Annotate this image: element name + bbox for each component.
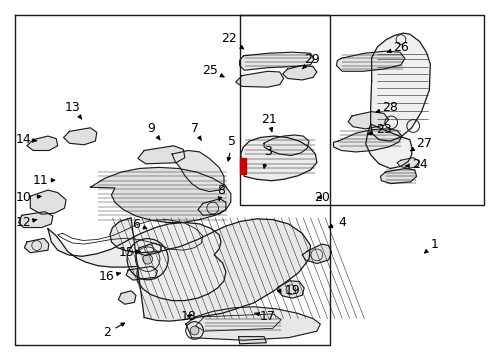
Text: 11: 11: [32, 174, 55, 187]
Polygon shape: [302, 244, 331, 264]
Text: 21: 21: [261, 113, 276, 132]
Text: 29: 29: [302, 53, 319, 69]
Text: 12: 12: [16, 216, 37, 229]
Polygon shape: [396, 158, 419, 168]
Polygon shape: [137, 243, 161, 256]
Polygon shape: [380, 168, 416, 184]
Polygon shape: [240, 136, 316, 181]
Text: 25: 25: [202, 64, 224, 77]
Polygon shape: [264, 135, 308, 156]
Text: 26: 26: [386, 41, 408, 54]
Polygon shape: [238, 337, 266, 344]
Polygon shape: [138, 146, 184, 164]
Text: 19: 19: [277, 284, 300, 297]
Text: 18: 18: [180, 310, 196, 323]
Text: 3: 3: [263, 145, 271, 168]
Text: 1: 1: [424, 238, 437, 253]
Polygon shape: [30, 190, 66, 214]
Text: 10: 10: [16, 191, 41, 204]
Text: 20: 20: [313, 191, 329, 204]
Polygon shape: [118, 291, 136, 304]
Text: 5: 5: [227, 135, 236, 161]
Text: 2: 2: [102, 323, 124, 339]
Polygon shape: [336, 51, 404, 71]
Polygon shape: [365, 124, 411, 168]
Circle shape: [142, 254, 152, 264]
Text: 28: 28: [376, 101, 397, 114]
Text: 4: 4: [328, 216, 346, 229]
Text: 27: 27: [410, 137, 431, 151]
Polygon shape: [277, 281, 304, 298]
Text: 15: 15: [118, 246, 140, 259]
Polygon shape: [90, 167, 230, 222]
Text: 17: 17: [254, 310, 275, 323]
Polygon shape: [198, 199, 225, 215]
Polygon shape: [48, 222, 225, 301]
Polygon shape: [239, 52, 313, 70]
Polygon shape: [370, 33, 429, 141]
Text: 6: 6: [132, 219, 146, 231]
Text: 16: 16: [99, 270, 120, 283]
Polygon shape: [19, 212, 53, 228]
Text: 13: 13: [64, 101, 81, 119]
Polygon shape: [235, 71, 283, 87]
Text: 24: 24: [405, 158, 427, 171]
Polygon shape: [24, 238, 49, 253]
Polygon shape: [347, 112, 388, 129]
Circle shape: [190, 326, 199, 335]
Text: 9: 9: [147, 122, 160, 140]
Text: 22: 22: [221, 32, 243, 49]
Polygon shape: [110, 218, 310, 321]
Polygon shape: [27, 136, 58, 150]
Polygon shape: [126, 266, 157, 280]
Polygon shape: [185, 307, 320, 340]
Text: 8: 8: [217, 184, 224, 201]
Text: 23: 23: [367, 123, 391, 136]
Text: 7: 7: [190, 122, 201, 141]
Polygon shape: [172, 150, 224, 192]
Polygon shape: [333, 129, 401, 152]
Polygon shape: [282, 66, 316, 80]
Bar: [239, 158, 245, 174]
Polygon shape: [63, 128, 97, 145]
Text: 14: 14: [16, 133, 37, 146]
